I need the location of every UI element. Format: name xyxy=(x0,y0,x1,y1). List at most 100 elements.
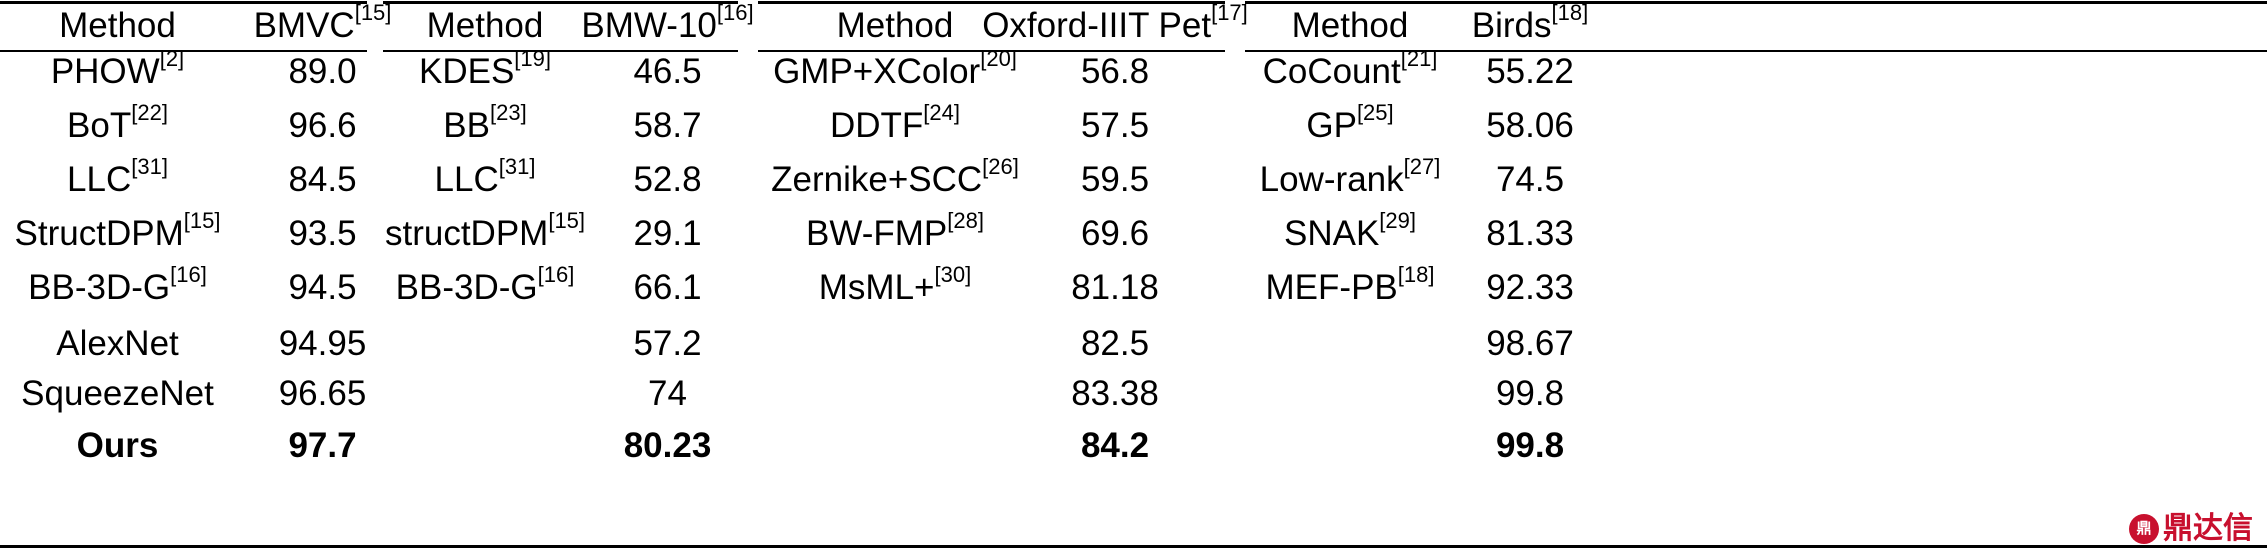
dataset-header-text: Oxford-IIIT Pet xyxy=(982,6,1212,45)
watermark-logo: 鼎 xyxy=(2129,514,2159,544)
method-cell-text: PHOW xyxy=(50,52,160,91)
method-cell: BB-3D-G[16] xyxy=(0,258,235,318)
value-cell: 66.1 xyxy=(565,258,770,318)
method-cell: LLC[31] xyxy=(375,150,595,210)
value-cell-text: 99.8 xyxy=(1495,374,1565,413)
method-cell: GP[25] xyxy=(1240,96,1460,156)
method-cell-ref: [23] xyxy=(490,100,527,126)
method-cell-ref: [29] xyxy=(1379,208,1416,234)
dataset-header: BMVC[15] xyxy=(215,0,430,56)
value-cell-text: 94.5 xyxy=(288,268,357,307)
value-cell: 92.33 xyxy=(1430,258,1630,318)
value-cell-text: 81.33 xyxy=(1486,214,1574,253)
method-cell-ref: [22] xyxy=(131,100,168,126)
method-cell: LLC[31] xyxy=(0,150,235,210)
method-cell-text: BoT xyxy=(67,106,132,145)
value-cell: 55.22 xyxy=(1430,42,1630,102)
method-cell-text: AlexNet xyxy=(56,324,179,363)
header-rule xyxy=(383,50,738,52)
method-cell-ref: [18] xyxy=(1397,262,1435,288)
value-cell-text: 98.67 xyxy=(1486,324,1574,363)
value-cell-text: 93.5 xyxy=(288,214,357,253)
value-cell: 56.8 xyxy=(980,42,1250,102)
value-cell: 52.8 xyxy=(565,150,770,210)
method-cell: CoCount[21] xyxy=(1240,42,1460,102)
value-cell: 96.6 xyxy=(215,96,430,156)
value-cell: 93.5 xyxy=(215,204,430,264)
value-cell-text: 58.06 xyxy=(1486,106,1574,145)
value-cell: 89.0 xyxy=(215,42,430,102)
value-cell-text: 94.95 xyxy=(278,324,367,363)
value-cell-text: 92.33 xyxy=(1486,268,1574,307)
value-cell: 58.06 xyxy=(1430,96,1630,156)
method-cell-text: KDES xyxy=(418,52,515,91)
value-cell-text: 58.7 xyxy=(633,106,702,145)
method-cell: SNAK[29] xyxy=(1240,204,1460,264)
table-bottom-rule xyxy=(0,545,2267,548)
value-cell: 94.5 xyxy=(215,258,430,318)
table-top-rule xyxy=(1245,1,2267,4)
method-cell: MsML+[30] xyxy=(760,258,1030,318)
dataset-header: BMW-10[16] xyxy=(565,0,770,56)
method-cell-text: GP xyxy=(1306,106,1357,145)
dataset-header-ref: [17] xyxy=(1211,0,1248,26)
value-cell: 83.38 xyxy=(980,364,1250,424)
method-cell-text: LLC xyxy=(434,160,499,199)
value-cell-text: 83.38 xyxy=(1071,374,1159,413)
method-header: Method xyxy=(1240,0,1460,56)
method-cell-text: MEF-PB xyxy=(1265,268,1398,307)
value-cell-text: 96.65 xyxy=(278,374,367,413)
value-cell-text: 59.5 xyxy=(1080,160,1150,199)
table-top-rule xyxy=(758,1,1225,4)
method-cell-ref: [30] xyxy=(934,262,972,288)
value-cell-text: 52.8 xyxy=(633,160,702,199)
value-cell-text: 57.5 xyxy=(1080,106,1150,145)
method-cell: AlexNet xyxy=(0,314,235,374)
dataset-header-ref: [15] xyxy=(354,0,392,26)
method-cell-text: Zernike+SCC xyxy=(771,160,983,199)
watermark-text: 鼎达信 xyxy=(2163,512,2253,545)
value-cell: 29.1 xyxy=(565,204,770,264)
method-header: Method xyxy=(0,0,235,56)
value-cell: 59.5 xyxy=(980,150,1250,210)
value-cell-text: 57.2 xyxy=(633,324,702,363)
value-cell-text: 82.5 xyxy=(1080,324,1150,363)
value-cell-text: 55.22 xyxy=(1486,52,1574,91)
header-rule xyxy=(758,50,1225,52)
value-cell: 98.67 xyxy=(1430,314,1630,374)
dataset-header-text: BMW-10 xyxy=(581,6,717,45)
method-cell: Low-rank[27] xyxy=(1240,150,1460,210)
method-header: Method xyxy=(760,0,1030,56)
value-cell: 46.5 xyxy=(565,42,770,102)
method-cell-ref: [27] xyxy=(1403,154,1441,180)
method-cell: GMP+XColor[20] xyxy=(760,42,1030,102)
method-cell-ref: [2] xyxy=(159,46,185,72)
value-cell-text: 89.0 xyxy=(288,52,357,91)
header-rule xyxy=(0,50,367,52)
dataset-header-text: Birds xyxy=(1471,6,1552,45)
method-header-text: Method xyxy=(59,6,176,45)
value-cell: 74.5 xyxy=(1430,150,1630,210)
value-cell: 69.6 xyxy=(980,204,1250,264)
value-cell-text: 69.6 xyxy=(1080,214,1150,253)
value-cell-text: 74 xyxy=(648,374,687,413)
method-cell-ref: [16] xyxy=(170,262,207,288)
method-cell-text: SNAK xyxy=(1283,214,1380,253)
value-cell-text: 84.5 xyxy=(288,160,357,199)
method-cell-text: BB xyxy=(443,106,490,145)
method-cell-ref: [24] xyxy=(923,100,960,126)
value-cell-text: 29.1 xyxy=(633,214,702,253)
value-cell-text: 66.1 xyxy=(633,268,702,307)
value-cell-text: 56.8 xyxy=(1080,52,1150,91)
header-rule xyxy=(1245,50,2267,52)
method-cell: BB-3D-G[16] xyxy=(375,258,595,318)
value-cell: 58.7 xyxy=(565,96,770,156)
method-cell-text: DDTF xyxy=(829,106,924,145)
method-cell-ref: [15] xyxy=(548,208,586,234)
method-header-text: Method xyxy=(426,6,544,45)
value-cell: 57.2 xyxy=(565,314,770,374)
method-cell-text: Low-rank xyxy=(1259,160,1404,199)
method-cell-ref: [26] xyxy=(982,154,1019,180)
method-cell-text: CoCount xyxy=(1262,52,1401,91)
value-cell: 81.33 xyxy=(1430,204,1630,264)
